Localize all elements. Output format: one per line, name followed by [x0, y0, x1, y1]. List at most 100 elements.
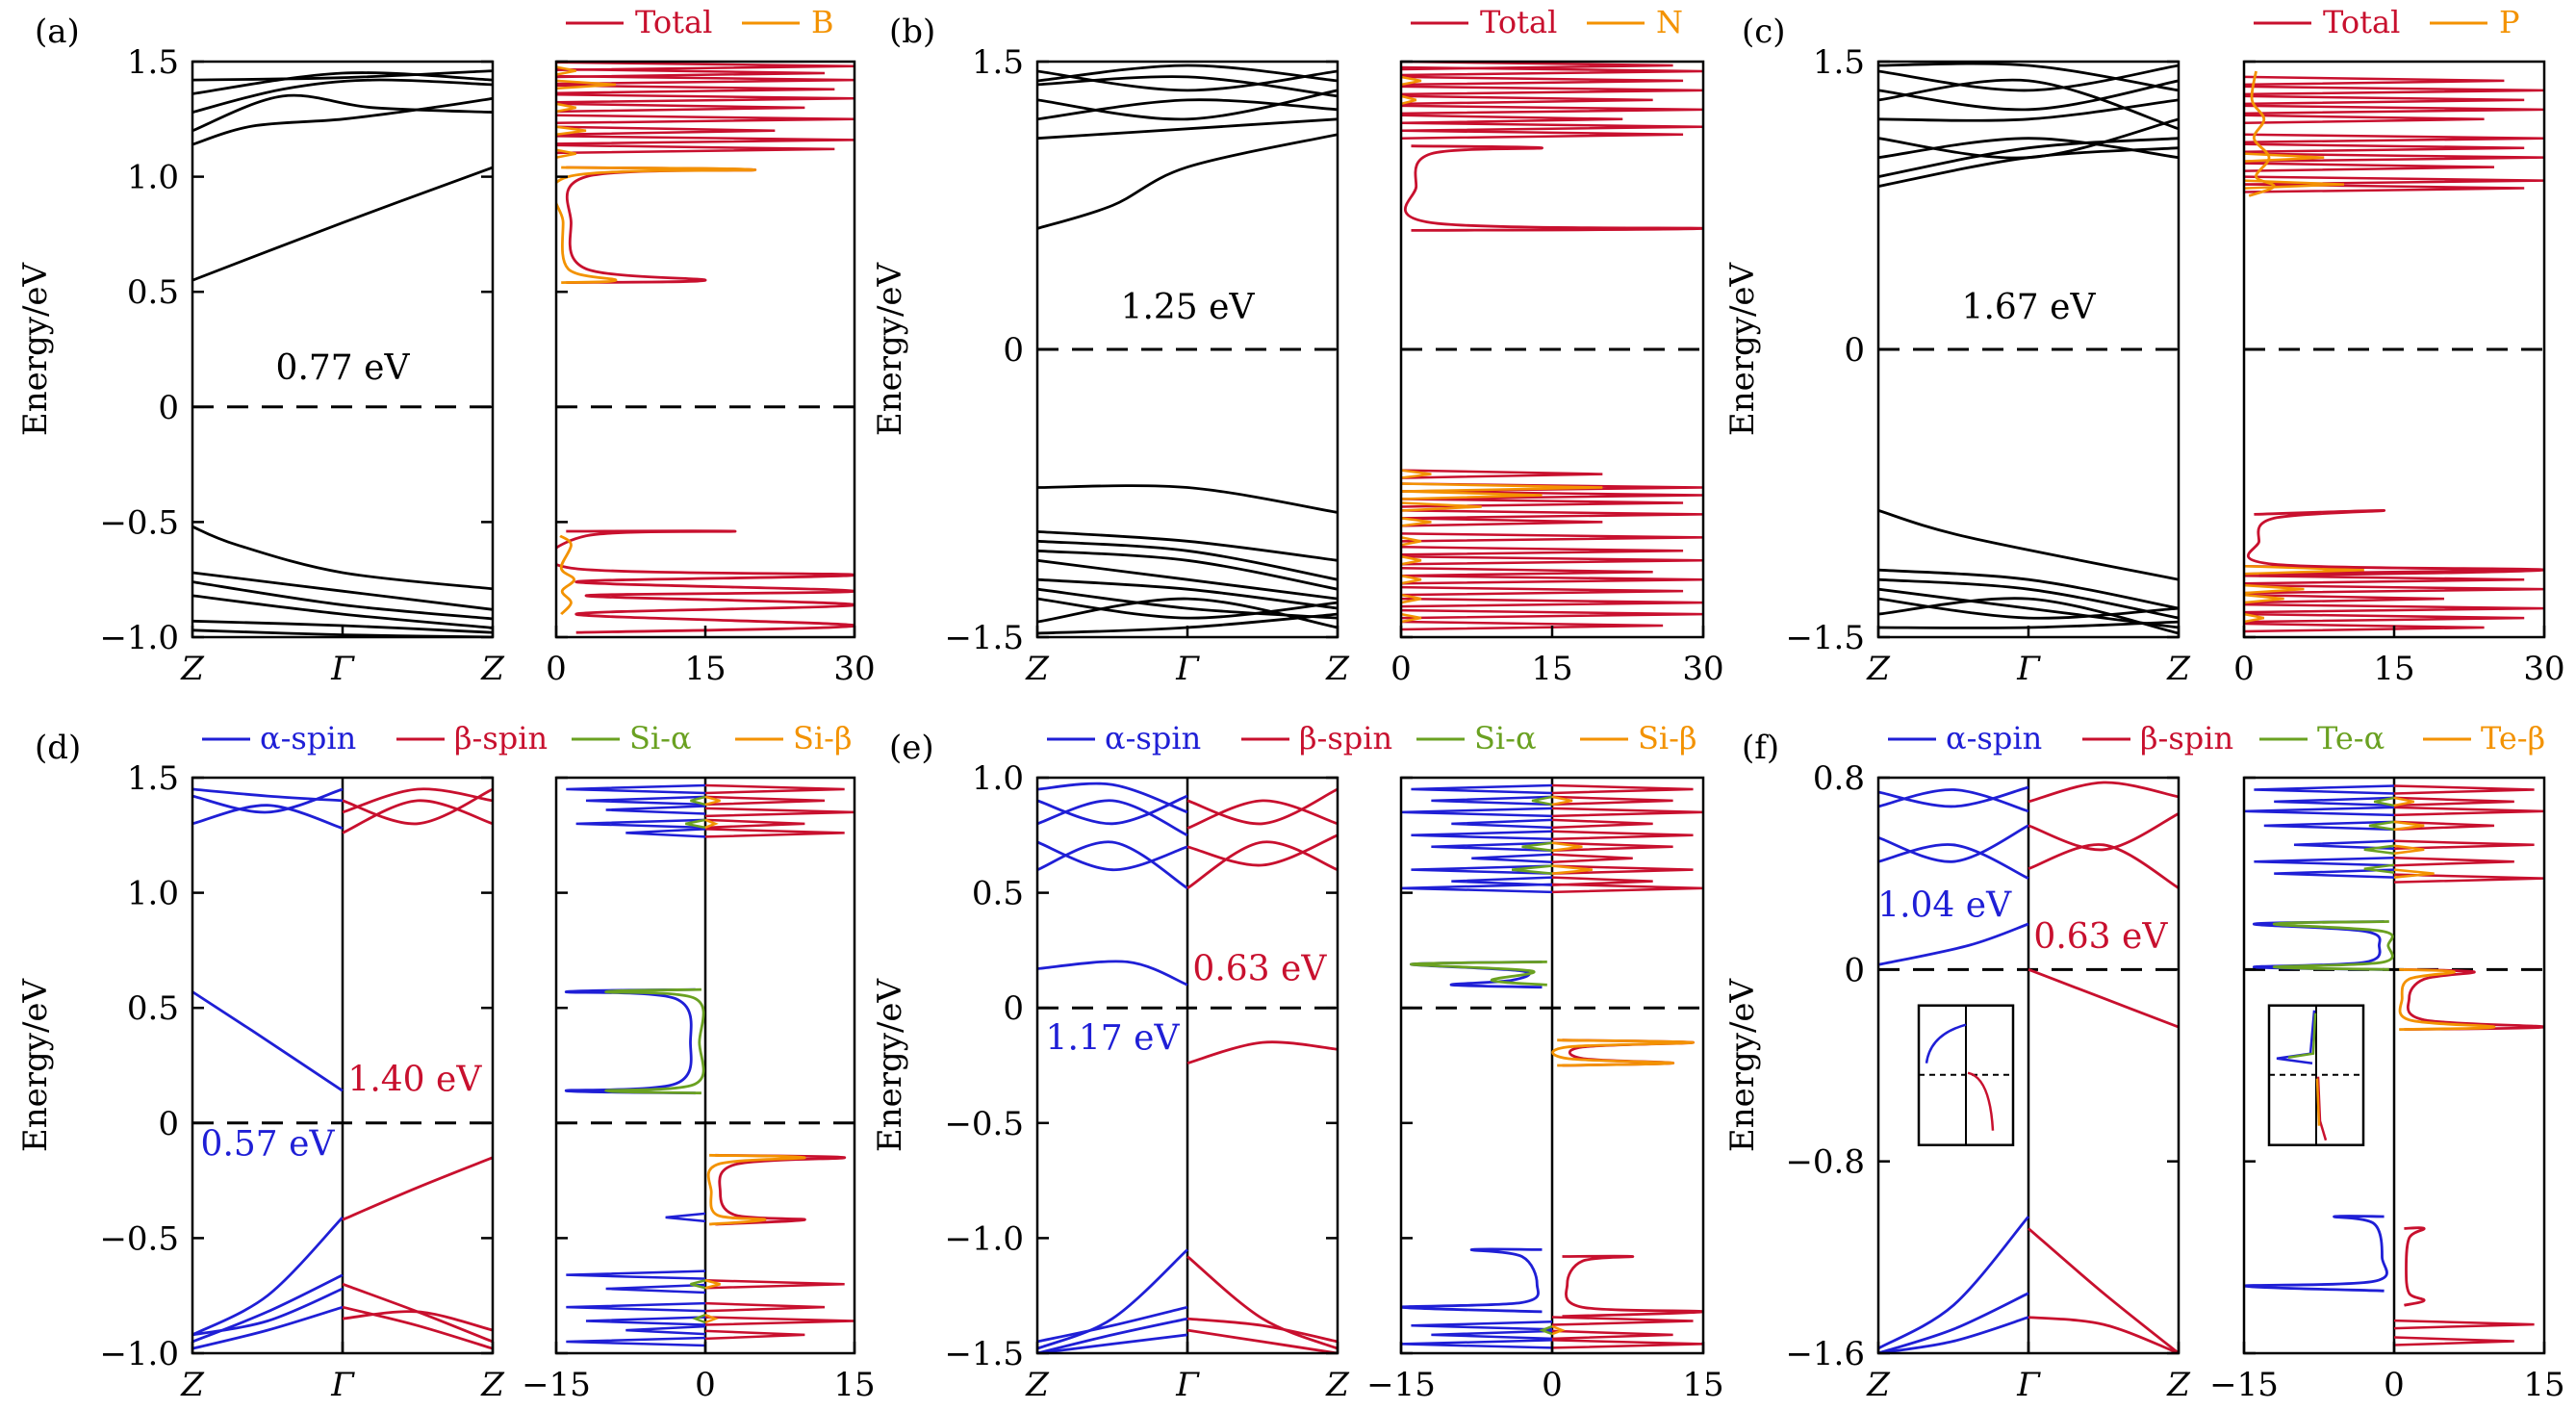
x-tick-label: Z [1025, 650, 1050, 688]
x-tick-label: Z [2166, 650, 2191, 688]
dos-spike-partial [2244, 152, 2325, 163]
band-line [1186, 1328, 1338, 1353]
band-line [1878, 785, 2029, 808]
dos-spike-partial-beta [704, 795, 721, 807]
y-tick-label: 1.0 [127, 159, 179, 197]
dos-spike-total [2244, 104, 2544, 115]
band-line [2028, 967, 2179, 1029]
dos-spike-total [2244, 94, 2525, 106]
dos-inset [2267, 1004, 2365, 1146]
x-tick-label: Z [1325, 1366, 1350, 1404]
band-line [192, 1305, 344, 1350]
dos-spike-alpha [2274, 796, 2395, 808]
y-tick-label: 0 [158, 389, 179, 427]
dos-spike-beta [1551, 841, 1673, 853]
dos-spike-total [556, 135, 854, 145]
y-tick-label: −1.0 [944, 1219, 1024, 1258]
band-line [1878, 137, 2179, 160]
x-tick-label: Z [2166, 1366, 2191, 1404]
dos-x-tick-label: 30 [1682, 650, 1723, 688]
dos-curve [2248, 70, 2276, 197]
dos-spike-beta [2393, 1336, 2514, 1346]
dos-spike-alpha [1411, 783, 1553, 795]
dos-spike-beta [1551, 795, 1673, 807]
legend: α-spin β-spin Si-α Si-β [1047, 720, 1696, 756]
band-line [2028, 1316, 2179, 1353]
band-structure-plot [1878, 62, 2179, 635]
dos-spike-partial-alpha [1539, 1324, 1553, 1336]
dos-spike-total [1401, 75, 1684, 87]
dos-curve [2244, 1215, 2388, 1293]
dos-spike-total [1401, 509, 1703, 520]
band-gap-label: 0.63 eV [2033, 917, 2168, 957]
dos-spike-total [1401, 114, 1623, 125]
panel-e: (e) Energy/eV −1.5 −1.0 −0.5 0 0.5 1.0 Z Γ Z 0.63 e… [871, 720, 1724, 1404]
band-line [1878, 1292, 2029, 1353]
dos-spike-alpha [1471, 853, 1553, 863]
dos-spike-alpha [566, 1269, 706, 1280]
dos-curve [2252, 920, 2385, 971]
dos-spike-alpha [2244, 806, 2395, 817]
dos-spike-partial [1401, 94, 1417, 106]
dos-spike-beta [704, 807, 854, 818]
dos-spike-beta [1551, 1329, 1673, 1341]
dos-spike-total [1401, 85, 1703, 96]
y-tick-label: 0 [1844, 951, 1865, 989]
band-line [1037, 960, 1188, 987]
dos-spike-partial [556, 148, 576, 159]
dos-curve [2398, 967, 2496, 1031]
y-tick-label: −1.5 [944, 619, 1024, 657]
y-tick-label: 0 [1844, 331, 1865, 370]
band-line [192, 990, 344, 1092]
dos-spike-alpha [585, 1316, 706, 1326]
dos-spike-beta [2393, 1319, 2535, 1330]
dos-spike-alpha [566, 783, 706, 795]
dos-x-tick-label: −15 [1366, 1366, 1436, 1404]
panel-f: (f) Energy/eV −1.6 −0.8 0 0.8 Z Γ Z 1.04 eV 0.63 e… [1723, 720, 2565, 1404]
dos-spike-beta [1551, 818, 1653, 830]
y-tick-label: 1.5 [127, 43, 179, 82]
dos-x-tick-label: 15 [833, 1366, 875, 1404]
dos-spike-partial-beta [1551, 864, 1593, 875]
dos-spike-alpha [566, 1336, 706, 1347]
dos-x-tick-label: 15 [2523, 1366, 2564, 1404]
band-line [1186, 1255, 1338, 1350]
dos-curve [2404, 1226, 2426, 1307]
legend-label: N [1656, 4, 1683, 40]
dos-spike-partial [2244, 583, 2305, 595]
dos-spike-partial [1401, 469, 1432, 479]
dos-spike-beta [1551, 1316, 1694, 1326]
band-line [192, 69, 493, 82]
band-line [1878, 1316, 2029, 1353]
band-line [1186, 1317, 1338, 1344]
dos-spike-total [1401, 94, 1653, 106]
dos-spike-alpha [2254, 856, 2395, 867]
y-axis-label: Energy/eV [16, 977, 55, 1152]
dos-spike-alpha [605, 1283, 706, 1295]
dos-spike-total [1401, 574, 1703, 585]
band-line [1037, 577, 1338, 610]
y-tick-label: 1.5 [127, 759, 179, 798]
band-line [1878, 843, 2029, 880]
legend-label: Si-β [1638, 720, 1696, 756]
dos-spike-partial-beta [1551, 841, 1583, 852]
dos-spike-partial-alpha [2368, 820, 2395, 832]
dos-spike-alpha [1401, 883, 1553, 894]
dos-curve [706, 1153, 806, 1226]
dos-curve [1551, 1038, 1695, 1067]
legend-label: β-spin [1299, 720, 1392, 756]
band-line [1037, 840, 1188, 872]
y-tick-label: −0.5 [944, 1105, 1024, 1143]
dos-spike-total [1401, 498, 1684, 508]
dos-spike-partial-alpha [2363, 844, 2395, 855]
dos-spike-alpha [2254, 784, 2395, 795]
band-gap-label: 1.40 eV [347, 1060, 482, 1099]
dos-spike-partial [2244, 564, 2364, 576]
dos-spike-total [2244, 114, 2485, 125]
dos-x-tick-label: 0 [695, 1366, 716, 1404]
x-tick-label: Z [1866, 1366, 1891, 1404]
dos-spike-partial-alpha [1531, 795, 1553, 807]
dos-spike-alpha [1451, 876, 1553, 886]
band-line [192, 804, 344, 830]
dos-spike-partial-alpha [685, 818, 706, 830]
